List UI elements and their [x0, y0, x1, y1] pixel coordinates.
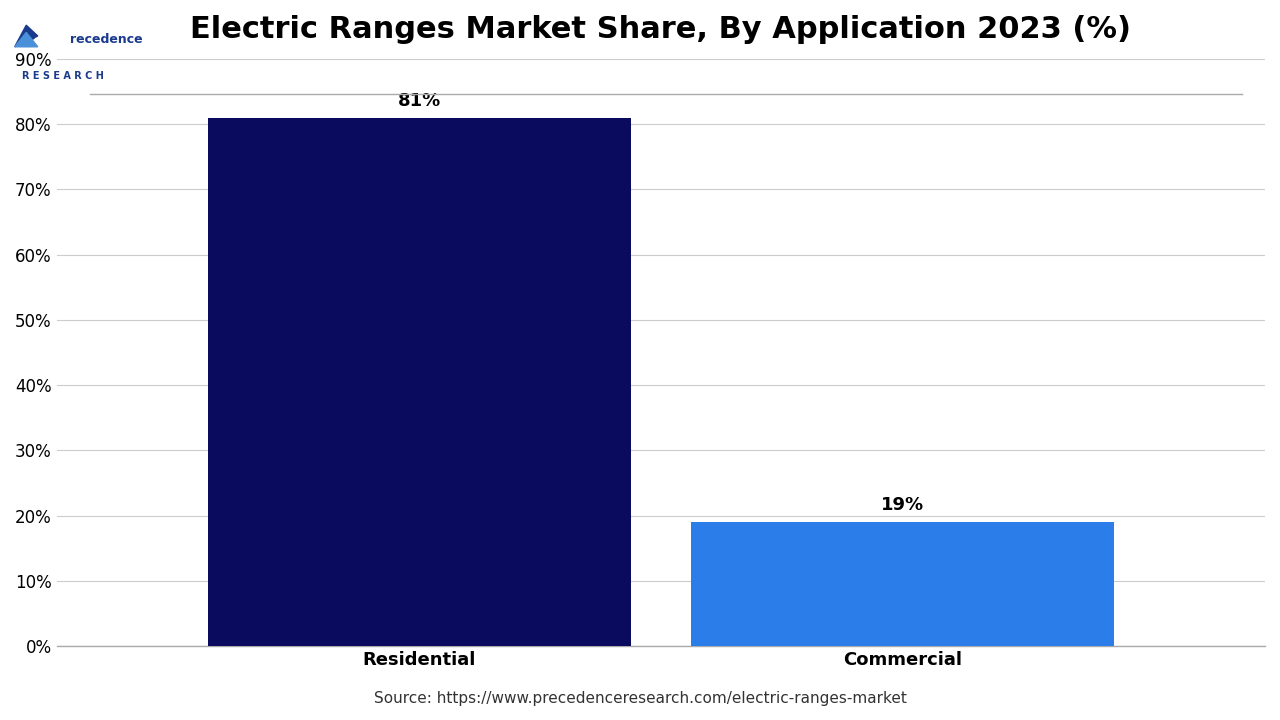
Bar [691, 522, 1114, 646]
Text: recedence: recedence [70, 33, 143, 46]
Text: P: P [23, 30, 36, 49]
Polygon shape [15, 32, 38, 47]
Title: Electric Ranges Market Share, By Application 2023 (%): Electric Ranges Market Share, By Applica… [191, 15, 1132, 44]
Polygon shape [15, 25, 38, 47]
Text: 81%: 81% [398, 91, 440, 109]
Text: R E S E A R C H: R E S E A R C H [23, 71, 104, 81]
Text: Source: https://www.precedenceresearch.com/electric-ranges-market: Source: https://www.precedenceresearch.c… [374, 690, 906, 706]
Text: 19%: 19% [881, 496, 924, 514]
Bar [207, 117, 631, 646]
